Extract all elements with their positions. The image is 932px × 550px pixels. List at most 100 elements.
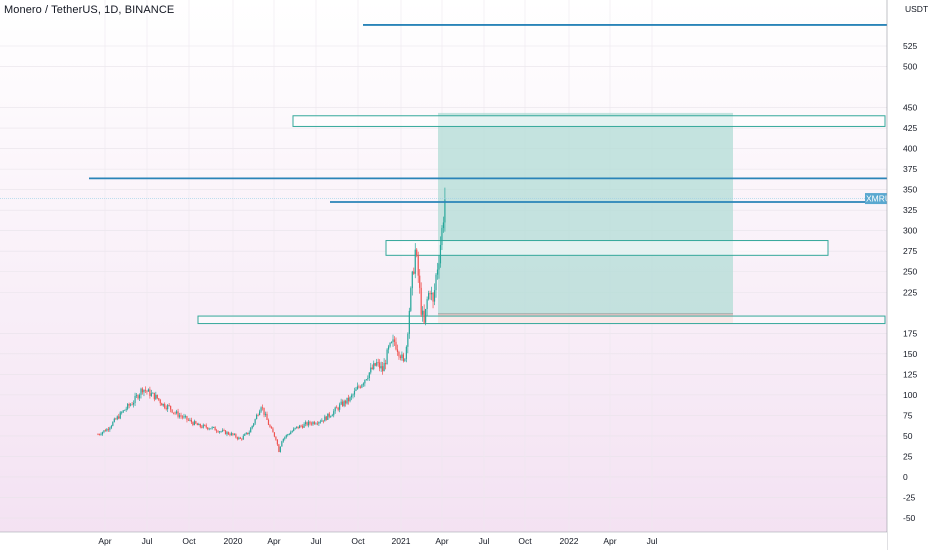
candle-body xyxy=(261,407,264,409)
candle-body xyxy=(282,438,284,442)
candle-body xyxy=(362,383,364,385)
zone-rectangle[interactable] xyxy=(197,315,886,325)
candle-body xyxy=(211,427,213,429)
candle-body xyxy=(190,419,192,423)
candle-body xyxy=(149,389,151,396)
price-tick-label: 525 xyxy=(903,41,917,51)
candle-body xyxy=(127,404,129,409)
candle-body xyxy=(402,354,404,361)
price-tick-label: 50 xyxy=(903,431,913,441)
candle-body xyxy=(442,222,445,228)
candle-body xyxy=(419,275,421,288)
candle-body xyxy=(420,287,422,315)
candle-body xyxy=(153,392,155,400)
candle-body xyxy=(288,434,290,435)
candle-body xyxy=(256,414,258,420)
candle-body xyxy=(196,423,198,426)
candle-body xyxy=(306,422,308,426)
candle-body xyxy=(247,432,249,435)
drawing-layer[interactable] xyxy=(197,112,886,325)
candle-body xyxy=(218,431,221,433)
candle-body xyxy=(349,397,351,402)
candle-body xyxy=(327,413,329,420)
candle-body xyxy=(125,408,127,410)
candle-body xyxy=(417,255,419,276)
candle-body xyxy=(368,372,370,379)
price-tick-label: 275 xyxy=(903,246,917,256)
price-tick-label: 350 xyxy=(903,185,917,195)
candle-body xyxy=(396,349,399,352)
candle-body xyxy=(291,431,293,433)
time-tick-label: Oct xyxy=(518,536,532,546)
zone-rectangle[interactable] xyxy=(385,240,829,256)
candle-body xyxy=(138,394,141,399)
candle-series[interactable] xyxy=(97,187,446,453)
price-tick-label: 150 xyxy=(903,349,917,359)
candle-body xyxy=(214,426,216,431)
candle-body xyxy=(119,412,121,419)
candle-body xyxy=(180,415,182,417)
candle-body xyxy=(393,339,396,342)
candle-body xyxy=(159,399,161,404)
time-axis[interactable]: Apr Jul Oct 2020 Apr Jul Oct 2021 Apr Jul Oct 2022 A… xyxy=(0,531,887,550)
candle-body xyxy=(379,362,381,369)
time-tick-label: 2020 xyxy=(224,536,243,546)
candle-body xyxy=(303,424,305,428)
candle-body xyxy=(433,290,436,302)
candle-body xyxy=(103,430,105,433)
candle-body xyxy=(113,418,115,422)
zone-rectangle[interactable] xyxy=(292,115,886,127)
candle-body xyxy=(124,409,126,411)
time-tick-label: Oct xyxy=(182,536,196,546)
candle-body xyxy=(365,379,367,381)
position-profit-zone[interactable] xyxy=(438,112,733,314)
candle-body xyxy=(395,341,397,350)
candle-body xyxy=(386,349,388,365)
candle-body xyxy=(427,293,430,300)
price-tick-label: 25 xyxy=(903,451,913,461)
candle-body xyxy=(385,363,387,365)
candle-body xyxy=(201,426,203,428)
candle-body xyxy=(251,425,253,429)
time-tick-label: Apr xyxy=(435,536,448,546)
candle-body xyxy=(398,351,400,357)
candle-body xyxy=(187,419,190,421)
symbol-title: Monero / TetherUS, 1D, BINANCE xyxy=(4,4,175,16)
candle-body xyxy=(260,407,262,412)
candle-body xyxy=(204,424,206,426)
price-tick-label: 250 xyxy=(903,267,917,277)
time-tick-label: Oct xyxy=(351,536,365,546)
candle-body xyxy=(132,402,135,405)
price-tick-label: 100 xyxy=(903,390,917,400)
candle-body xyxy=(423,310,425,323)
candle-body xyxy=(161,403,163,406)
candle-body xyxy=(253,423,255,426)
candle-body xyxy=(109,427,111,430)
candle-body xyxy=(331,415,333,417)
price-axis[interactable]: -50 -25 0 25 50 75 100 125 150 175 225 250 275 300 325… xyxy=(886,0,932,550)
candle-body xyxy=(184,416,187,417)
candle-body xyxy=(361,384,363,388)
candle-body xyxy=(239,437,241,439)
candle-body xyxy=(279,446,281,453)
candle-body xyxy=(101,432,104,435)
candle-body xyxy=(407,333,409,347)
candle-body xyxy=(316,423,319,425)
candle-body xyxy=(422,310,424,315)
candle-body xyxy=(175,411,178,414)
candle-body xyxy=(144,389,147,391)
candle-body xyxy=(278,444,280,453)
price-tick-label: 450 xyxy=(903,103,917,113)
candle-body xyxy=(411,271,413,289)
candle-body xyxy=(387,346,390,350)
price-tick-label: 75 xyxy=(903,410,913,420)
candle-body xyxy=(309,421,311,424)
candle-body xyxy=(353,390,356,395)
candle-body xyxy=(376,362,378,366)
candle-body xyxy=(281,441,283,447)
candle-body xyxy=(290,432,292,435)
candle-body xyxy=(392,339,394,343)
candle-body xyxy=(297,426,299,429)
